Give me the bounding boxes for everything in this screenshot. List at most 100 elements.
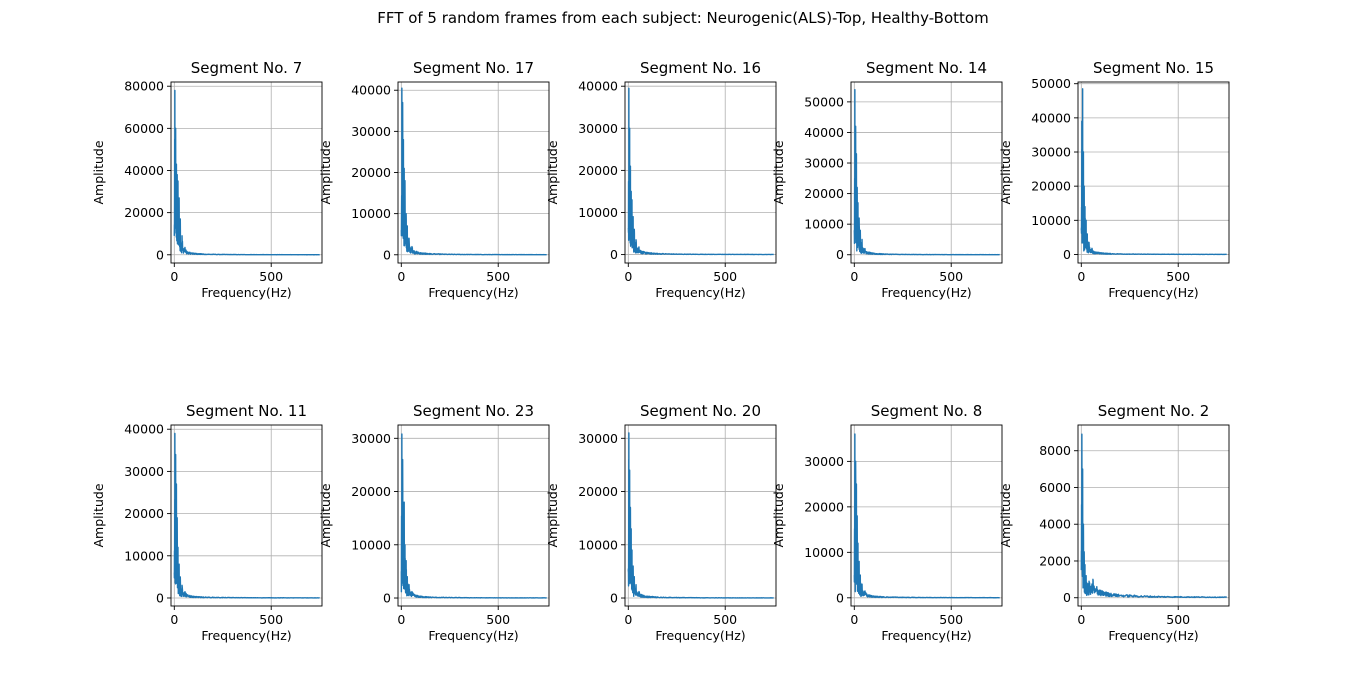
subplot-title: Segment No. 2 <box>1098 402 1209 420</box>
y-tick-label: 20000 <box>804 186 844 201</box>
subplot-title: Segment No. 11 <box>186 402 307 420</box>
y-tick-label: 2000 <box>1039 553 1071 568</box>
x-tick-label: 0 <box>1077 269 1085 284</box>
y-tick-label: 0 <box>1063 590 1071 605</box>
y-tick-label: 0 <box>383 591 391 606</box>
x-tick-label: 500 <box>259 612 283 627</box>
figure-title: FFT of 5 random frames from each subject… <box>377 9 989 27</box>
series-line <box>627 432 774 599</box>
series-line <box>400 87 547 256</box>
axes-frame <box>397 424 550 607</box>
series-line <box>853 433 1000 599</box>
x-tick-label: 500 <box>486 612 510 627</box>
y-tick-label: 8000 <box>1039 443 1071 458</box>
y-axis-label: Amplitude <box>318 483 333 547</box>
x-tick-label: 500 <box>1166 269 1190 284</box>
y-tick-label: 4000 <box>1039 517 1071 532</box>
axes-frame <box>850 424 1003 607</box>
y-tick-label: 0 <box>836 247 844 262</box>
subplot: 0 500 0 20000 40000 60000 80000 Segment No. 7 Fr… <box>91 59 323 300</box>
subplot-title: Segment No. 16 <box>640 59 761 77</box>
y-tick-label: 0 <box>610 591 618 606</box>
series-line <box>853 88 1000 256</box>
x-tick-label: 500 <box>713 269 737 284</box>
y-axis-label: Amplitude <box>998 140 1013 204</box>
x-tick-label: 500 <box>939 269 963 284</box>
x-tick-label: 0 <box>1077 612 1085 627</box>
y-tick-label: 10000 <box>578 537 618 552</box>
y-tick-label: 10000 <box>1031 213 1071 228</box>
y-tick-label: 30000 <box>578 431 618 446</box>
y-tick-label: 20000 <box>578 484 618 499</box>
x-axis-label: Frequency(Hz) <box>428 628 518 643</box>
x-axis-label: Frequency(Hz) <box>655 628 745 643</box>
x-axis-label: Frequency(Hz) <box>201 285 291 300</box>
x-tick-label: 500 <box>713 612 737 627</box>
y-tick-label: 20000 <box>351 484 391 499</box>
x-tick-label: 0 <box>170 612 178 627</box>
axes-frame <box>850 81 1003 264</box>
axes-frame <box>1077 81 1230 264</box>
x-tick-label: 0 <box>170 269 178 284</box>
axes-frame <box>170 424 323 607</box>
x-tick-label: 0 <box>624 269 632 284</box>
y-tick-label: 40000 <box>1031 110 1071 125</box>
y-tick-label: 0 <box>156 590 164 605</box>
y-tick-label: 0 <box>1063 247 1071 262</box>
x-tick-label: 0 <box>397 612 405 627</box>
series-line <box>1080 433 1228 599</box>
x-axis-label: Frequency(Hz) <box>428 285 518 300</box>
x-tick-label: 500 <box>1166 612 1190 627</box>
axes-frame <box>624 424 777 607</box>
y-axis-label: Amplitude <box>91 140 106 204</box>
y-tick-label: 0 <box>610 247 618 262</box>
y-axis-label: Amplitude <box>771 483 786 547</box>
y-tick-label: 10000 <box>351 537 391 552</box>
subplot-title: Segment No. 20 <box>640 402 761 420</box>
y-tick-label: 10000 <box>804 217 844 232</box>
y-tick-label: 10000 <box>578 205 618 220</box>
y-tick-label: 30000 <box>124 464 164 479</box>
series-line <box>173 432 320 599</box>
x-axis-label: Frequency(Hz) <box>881 628 971 643</box>
y-axis-label: Amplitude <box>91 483 106 547</box>
y-tick-label: 40000 <box>804 125 844 140</box>
y-tick-label: 40000 <box>351 83 391 98</box>
x-tick-label: 500 <box>259 269 283 284</box>
axes-frame <box>170 81 323 264</box>
axes-frame <box>1077 424 1230 607</box>
y-tick-label: 40000 <box>124 163 164 178</box>
y-axis-label: Amplitude <box>545 483 560 547</box>
y-tick-label: 40000 <box>578 79 618 94</box>
y-tick-label: 50000 <box>804 94 844 109</box>
y-axis-label: Amplitude <box>771 140 786 204</box>
subplot-title: Segment No. 23 <box>413 402 534 420</box>
y-tick-label: 30000 <box>578 121 618 136</box>
x-axis-label: Frequency(Hz) <box>881 285 971 300</box>
y-tick-label: 20000 <box>124 506 164 521</box>
subplot: 0 500 0 2000 4000 6000 8000 Segment No. 2 Freque… <box>998 402 1230 643</box>
subplot-title: Segment No. 8 <box>871 402 982 420</box>
y-tick-label: 20000 <box>1031 179 1071 194</box>
y-tick-label: 40000 <box>124 422 164 437</box>
y-axis-label: Amplitude <box>318 140 333 204</box>
y-tick-label: 30000 <box>351 124 391 139</box>
subplot-title: Segment No. 17 <box>413 59 534 77</box>
x-axis-label: Frequency(Hz) <box>1108 628 1198 643</box>
y-tick-label: 0 <box>836 590 844 605</box>
x-axis-label: Frequency(Hz) <box>1108 285 1198 300</box>
subplot-title: Segment No. 15 <box>1093 59 1214 77</box>
y-tick-label: 80000 <box>124 79 164 94</box>
x-tick-label: 0 <box>850 612 858 627</box>
x-tick-label: 500 <box>486 269 510 284</box>
y-tick-label: 10000 <box>124 548 164 563</box>
y-tick-label: 30000 <box>351 431 391 446</box>
y-tick-label: 0 <box>156 247 164 262</box>
y-tick-label: 20000 <box>351 165 391 180</box>
series-line <box>1080 88 1227 256</box>
